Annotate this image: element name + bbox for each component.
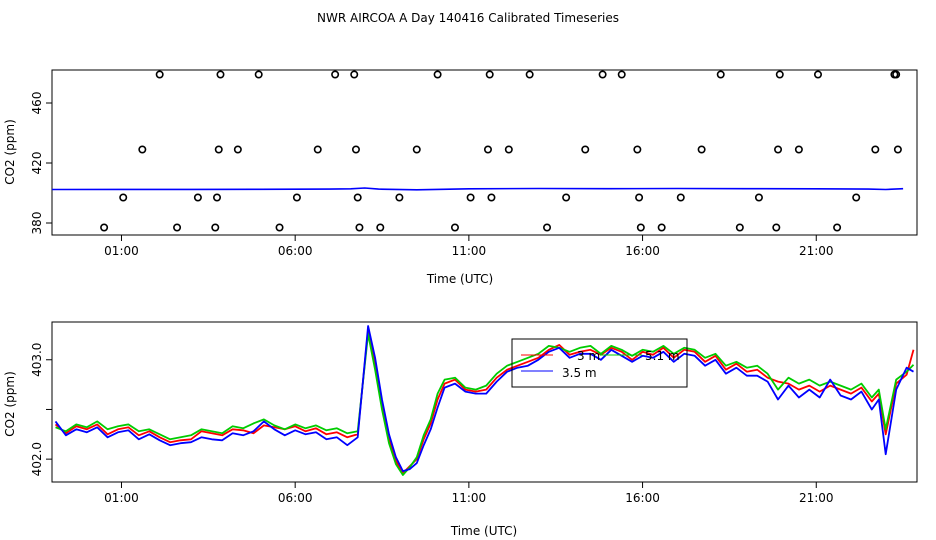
scatter-point — [697, 145, 706, 154]
scatter-point — [754, 193, 763, 202]
scatter-point — [852, 193, 861, 202]
scatter-point — [598, 70, 607, 79]
legend: 3 m 5.1 m 3.5 m — [511, 338, 688, 388]
scatter-point — [772, 223, 781, 232]
scatter-point — [636, 223, 645, 232]
scatter-point — [525, 70, 534, 79]
scatter-point — [193, 193, 202, 202]
scatter-point — [543, 223, 552, 232]
scatter-point — [635, 193, 644, 202]
scatter-point — [138, 145, 147, 154]
scatter-point — [892, 70, 901, 79]
scatter-point — [504, 145, 513, 154]
scatter-point — [450, 223, 459, 232]
y-tick-label: 403.0 — [30, 343, 44, 377]
scatter-point — [395, 193, 404, 202]
scatter-point — [735, 223, 744, 232]
x-tick-label: 16:00 — [625, 491, 660, 505]
bottom-series-lines — [54, 325, 915, 476]
scatter-point — [376, 223, 385, 232]
scatter-point — [633, 145, 642, 154]
scatter-point — [353, 193, 362, 202]
series-line-2 — [54, 325, 914, 472]
scatter-point — [483, 145, 492, 154]
legend-label-3m: 3 m — [577, 349, 600, 363]
legend-label-5-1m: 5.1 m — [645, 349, 680, 363]
top-y-axis-label: CO2 (ppm) — [3, 119, 17, 185]
scatter-point — [214, 145, 223, 154]
scatter-point — [100, 223, 109, 232]
top-x-axis-label: Time (UTC) — [426, 272, 493, 286]
top-panel: 01:00 06:00 11:00 16:00 21:00 380 420 460 Time … — [3, 69, 918, 286]
y-tick-label: 380 — [30, 212, 44, 235]
x-tick-label: 11:00 — [452, 244, 487, 258]
scatter-point — [355, 223, 364, 232]
series-line-0 — [51, 187, 904, 191]
top-series-lines — [51, 187, 904, 191]
series-line-0 — [54, 329, 915, 474]
scatter-point — [350, 70, 359, 79]
bottom-x-axis-label: Time (UTC) — [450, 524, 517, 538]
y-tick-label: 460 — [30, 92, 44, 115]
x-tick-label: 06:00 — [278, 244, 313, 258]
scatter-point — [173, 223, 182, 232]
legend-label-3-5m: 3.5 m — [562, 366, 597, 380]
scatter-point — [331, 70, 340, 79]
scatter-point — [313, 145, 322, 154]
scatter-point — [774, 145, 783, 154]
x-tick-label: 21:00 — [799, 244, 834, 258]
bottom-panel: 01:00 06:00 11:00 16:00 21:00 402.0 403.0 Time… — [3, 321, 918, 538]
y-tick-label: 420 — [30, 152, 44, 175]
scatter-point — [676, 193, 685, 202]
scatter-point — [233, 145, 242, 154]
scatter-point — [433, 70, 442, 79]
scatter-point — [213, 193, 222, 202]
scatter-point — [617, 70, 626, 79]
scatter-point — [466, 193, 475, 202]
scatter-point — [216, 70, 225, 79]
y-tick-label: 402.0 — [30, 442, 44, 476]
scatter-point — [657, 223, 666, 232]
bottom-y-axis-label: CO2 (ppm) — [3, 371, 17, 437]
x-tick-label: 06:00 — [278, 491, 313, 505]
scatter-point — [351, 145, 360, 154]
x-tick-label: 16:00 — [625, 244, 660, 258]
scatter-point — [775, 70, 784, 79]
bottom-axis-ticks: 01:00 06:00 11:00 16:00 21:00 402.0 403.0 — [30, 343, 834, 505]
series-line-1 — [55, 333, 915, 476]
scatter-point — [487, 193, 496, 202]
scatter-point — [562, 193, 571, 202]
scatter-point — [275, 223, 284, 232]
scatter-point — [813, 70, 822, 79]
x-tick-label: 21:00 — [799, 491, 834, 505]
scatter-point — [716, 70, 725, 79]
x-tick-label: 01:00 — [104, 491, 139, 505]
scatter-point — [871, 145, 880, 154]
x-tick-label: 11:00 — [452, 491, 487, 505]
scatter-point — [155, 70, 164, 79]
legend-box — [511, 338, 688, 388]
scatter-point — [485, 70, 494, 79]
bottom-plot-frame — [51, 321, 918, 483]
top-scatter-points — [100, 70, 902, 232]
scatter-point — [893, 145, 902, 154]
x-tick-label: 01:00 — [104, 244, 139, 258]
scatter-point — [794, 145, 803, 154]
chart-title: NWR AIRCOA A Day 140416 Calibrated Times… — [317, 11, 619, 25]
scatter-point — [292, 193, 301, 202]
top-plot-frame — [51, 69, 918, 236]
scatter-point — [412, 145, 421, 154]
top-axis-ticks: 01:00 06:00 11:00 16:00 21:00 380 420 460 — [30, 92, 834, 258]
scatter-point — [833, 223, 842, 232]
scatter-point — [254, 70, 263, 79]
scatter-point — [119, 193, 128, 202]
scatter-point — [581, 145, 590, 154]
scatter-point — [211, 223, 220, 232]
